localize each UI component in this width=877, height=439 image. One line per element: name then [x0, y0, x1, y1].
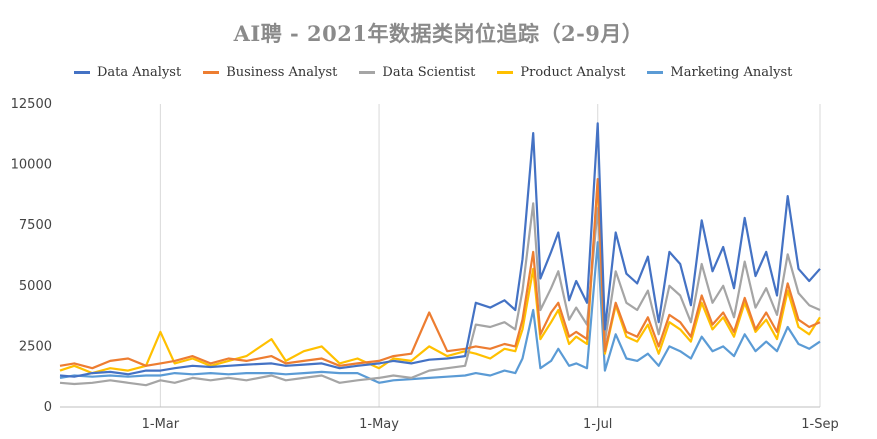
- x-tick-labels: 1-Mar 1-May 1-Jul 1-Sep: [142, 417, 839, 432]
- x-tick-label: 1-Mar: [142, 417, 180, 432]
- series-line-business-analyst: [59, 178, 821, 370]
- legend-label: Product Analyst: [520, 64, 626, 80]
- chart-title: AI聘 - 2021年数据类岗位追踪（2-9月）: [233, 21, 644, 46]
- series-line-product-analyst: [59, 180, 821, 375]
- series-lines: [59, 122, 821, 387]
- legend: Data Analyst Business Analyst Data Scienti…: [74, 63, 814, 81]
- y-tick-labels: 0 2500 5000 7500 10000 12500: [11, 97, 52, 415]
- legend-item: Product Analyst: [497, 65, 625, 80]
- legend-swatch: [74, 70, 90, 74]
- legend-label: Data Analyst: [97, 64, 182, 80]
- legend-item: Business Analyst: [203, 65, 337, 80]
- legend-swatch: [647, 70, 664, 74]
- legend-item: Data Scientist: [359, 65, 475, 80]
- series-line-data-analyst: [59, 122, 821, 378]
- legend-item: Data Analyst: [74, 65, 181, 80]
- legend-swatch: [497, 70, 514, 74]
- y-tick-label: 5000: [19, 279, 52, 294]
- x-tick-label: 1-Sep: [801, 417, 838, 432]
- y-tick-label: 10000: [11, 158, 52, 173]
- legend-item: Marketing Analyst: [647, 65, 792, 80]
- legend-label: Data Scientist: [382, 64, 476, 80]
- y-tick-label: 2500: [19, 339, 52, 354]
- series-line-data-scientist: [59, 202, 821, 387]
- y-tick-label: 7500: [19, 218, 52, 233]
- x-tick-label: 1-May: [359, 417, 399, 432]
- y-tick-label: 12500: [11, 97, 52, 112]
- y-tick-label: 0: [44, 400, 52, 415]
- legend-swatch: [203, 70, 220, 74]
- legend-swatch: [359, 70, 376, 74]
- legend-label: Business Analyst: [226, 64, 338, 80]
- legend-label: Marketing Analyst: [670, 64, 793, 80]
- x-tick-label: 1-Jul: [583, 417, 612, 432]
- gridlines: [159, 104, 821, 407]
- series-line-marketing-analyst: [59, 241, 821, 384]
